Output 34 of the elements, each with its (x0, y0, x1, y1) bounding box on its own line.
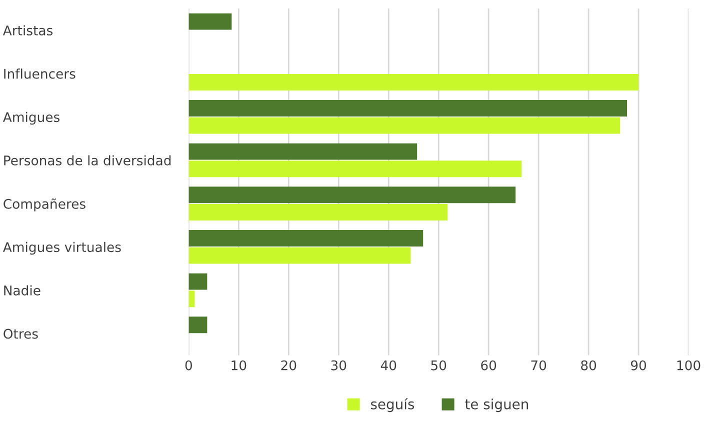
x-tick-label: 10 (232, 360, 246, 370)
y-tick-label: Personas de la diversidad (4, 155, 171, 166)
x-tick-label: 90 (630, 360, 646, 370)
x-tick-label: 30 (331, 360, 346, 370)
y-tick-label: Influencers (4, 68, 76, 79)
y-tick-label: Artistas (2, 25, 53, 36)
x-tick-label: 50 (431, 360, 446, 370)
x-tick-label: 60 (481, 360, 496, 370)
x-tick-label: 0 (185, 360, 192, 370)
bar (188, 230, 424, 246)
bar (188, 290, 195, 308)
bar (188, 74, 639, 90)
bar (188, 143, 418, 160)
y-tick-label: Amigues virtuales (2, 242, 121, 255)
bar (188, 273, 208, 290)
x-tick-label: 40 (380, 360, 396, 370)
legend-label: te siguen (465, 398, 528, 412)
x-tick-label: 80 (581, 360, 596, 370)
bar (188, 117, 620, 134)
bar (188, 186, 516, 204)
x-tick-label: 100 (677, 360, 700, 370)
x-tick-label: 70 (531, 360, 546, 370)
bar (188, 204, 448, 220)
y-tick-label: Nadie (4, 285, 40, 296)
y-tick-label: Otres (4, 328, 38, 339)
bar (188, 100, 628, 116)
bar (188, 160, 522, 178)
bar (188, 13, 232, 30)
y-tick-label: Compañeres (4, 198, 86, 212)
x-tick-label: 20 (281, 360, 296, 370)
y-tick-label: Amigues (2, 112, 60, 125)
bar (188, 247, 411, 264)
bar (188, 316, 208, 334)
legend-label: seguís (370, 398, 414, 412)
